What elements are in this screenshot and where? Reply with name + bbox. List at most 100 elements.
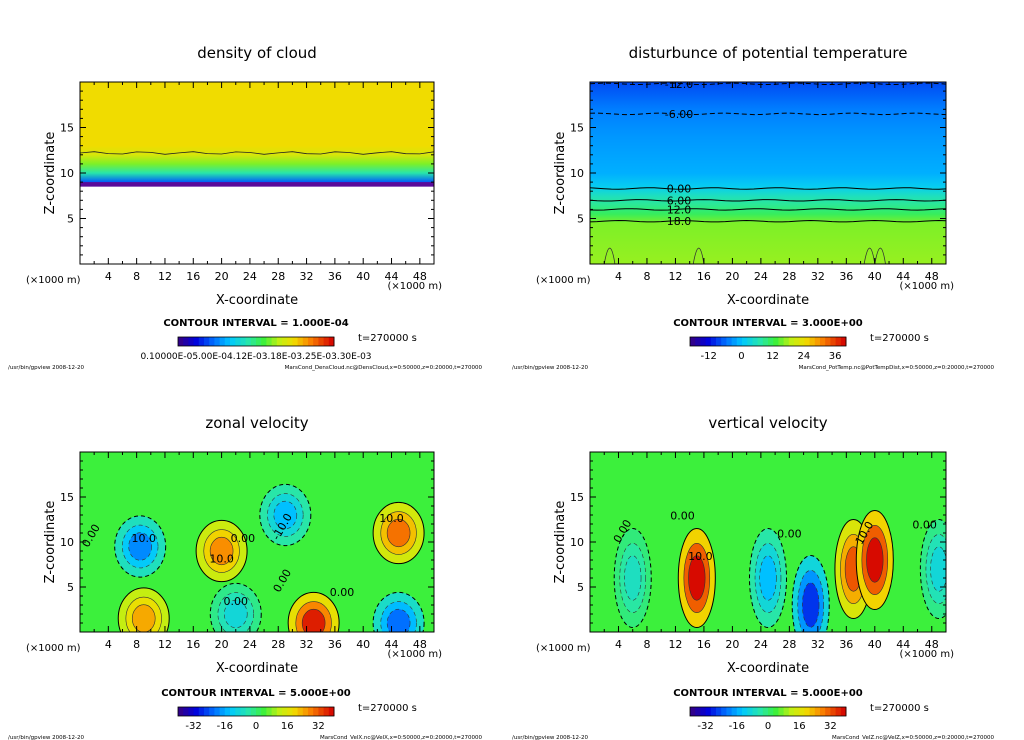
colorbar-segment <box>690 337 696 346</box>
contour-line <box>590 82 946 85</box>
colorbar-segment <box>778 337 785 346</box>
colorbar-segment <box>178 337 184 346</box>
x-axis-label: X-coordinate <box>727 661 809 676</box>
field-feature <box>386 518 411 548</box>
colorbar-segment <box>214 337 221 346</box>
colorbar-label: -32 <box>185 721 201 732</box>
contour-interval: CONTOUR INTERVAL = 5.000E+00 <box>673 688 863 699</box>
colorbar-segment <box>219 707 226 716</box>
field-feature <box>759 555 777 601</box>
field-background <box>590 82 946 264</box>
x-tick-label: 20 <box>215 270 229 283</box>
colorbar-segment <box>804 337 811 346</box>
contour-line <box>590 208 946 211</box>
colorbar-segment <box>318 707 325 716</box>
colorbar-segment <box>783 707 790 716</box>
colorbar-segment <box>292 337 299 346</box>
panel-title: zonal velocity <box>205 414 308 432</box>
colorbar-segment <box>224 707 231 716</box>
colorbar-segment <box>830 707 837 716</box>
colorbar-segment <box>736 707 743 716</box>
colorbar-segment <box>799 337 805 346</box>
colorbar-segment <box>773 337 779 346</box>
plot-area: 0.00 10.010.0-10.0 10.00.000.00 0.000.00 <box>80 452 434 632</box>
x-axis-label: X-coordinate <box>216 661 298 676</box>
colorbar-segment <box>261 707 267 716</box>
x-unit-label: (×1000 m) <box>899 281 954 292</box>
y-axis-label: Z-coordinate <box>43 501 58 584</box>
field-feature <box>624 555 642 601</box>
field-feature <box>223 599 248 629</box>
colorbar-segment <box>726 707 733 716</box>
colorbar-segment <box>814 337 821 346</box>
contour-label: 6.00 <box>667 194 692 207</box>
colorbar-segment <box>736 337 743 346</box>
cloud-free-region <box>80 185 434 264</box>
colorbar-segment <box>198 707 205 716</box>
colorbar-segment <box>313 337 319 346</box>
colorbar-segment <box>778 707 785 716</box>
colorbar-segment <box>757 337 764 346</box>
colorbar-segment <box>721 337 727 346</box>
colorbar-segment <box>721 707 727 716</box>
colorbar-segment <box>788 337 795 346</box>
contour-line <box>874 247 886 264</box>
colorbar: 0.10000E-05.00E-04.12E-03.18E-03.25E-03.… <box>140 336 372 362</box>
y-axis-label: Z-coordinate <box>43 132 58 215</box>
colorbar-label: 0 <box>765 721 771 732</box>
contour-label: 0.00 <box>670 510 695 523</box>
x-tick-label: 12 <box>668 270 682 283</box>
colorbar: -32 -16 0 16 32 <box>689 706 847 732</box>
colorbar-segment <box>276 707 283 716</box>
x-tick-label: 16 <box>697 270 711 283</box>
colorbar-label: 0 <box>738 351 744 362</box>
x-tick-label: 36 <box>839 638 853 651</box>
colorbar-segment <box>245 707 252 716</box>
cloud-base-band <box>80 182 434 187</box>
x-tick-label: 44 <box>896 638 910 651</box>
y-tick-label: 10 <box>60 167 74 180</box>
colorbar-segment <box>825 707 831 716</box>
footer-left: /usr/bin/gpview 2008-12-20 <box>8 735 85 740</box>
colorbar-segment <box>328 707 335 716</box>
colorbar-segment <box>230 707 236 716</box>
x-tick-label: 32 <box>811 270 825 283</box>
colorbar-segment <box>690 707 696 716</box>
contour-label: 0.00 <box>330 586 355 599</box>
colorbar-segment <box>840 707 847 716</box>
colorbar-segment <box>240 337 247 346</box>
colorbar-segment <box>742 707 748 716</box>
x-tick-label: 8 <box>643 270 650 283</box>
contour-label: 0.00 <box>224 595 249 608</box>
colorbar-segment <box>302 337 309 346</box>
colorbar-segment <box>209 707 215 716</box>
colorbar-segment <box>835 337 842 346</box>
x-tick-label: 48 <box>925 638 939 651</box>
y-tick-label: 5 <box>67 213 74 226</box>
y-tick-label: 15 <box>60 122 74 135</box>
x-tick-label: 36 <box>328 270 342 283</box>
field-feature <box>802 582 820 628</box>
footer-right: MarsCond_VelZ.nc@VelZ,x=0:50000,z=0:2000… <box>832 735 995 740</box>
y-tick-label: 15 <box>570 122 584 135</box>
colorbar-segment <box>297 337 304 346</box>
colorbar-segment <box>287 337 293 346</box>
plot-area <box>80 82 434 264</box>
colorbar-segment <box>820 707 826 716</box>
contour-label: 0.00 <box>777 528 802 541</box>
colorbar-segment <box>256 707 262 716</box>
colorbar-segment <box>809 337 816 346</box>
colorbar-segment <box>731 337 738 346</box>
colorbar-segment <box>183 707 189 716</box>
colorbar-segment <box>705 337 712 346</box>
y-tick-label: 10 <box>60 536 74 549</box>
colorbar-segment <box>830 337 837 346</box>
contour-line <box>603 247 616 264</box>
colorbar-segment <box>282 337 288 346</box>
colorbar-segment <box>695 707 701 716</box>
x-unit-label: (×1000 m) <box>387 281 442 292</box>
x-tick-label: 24 <box>754 270 768 283</box>
x-unit-label: (×1000 m) <box>387 649 442 660</box>
